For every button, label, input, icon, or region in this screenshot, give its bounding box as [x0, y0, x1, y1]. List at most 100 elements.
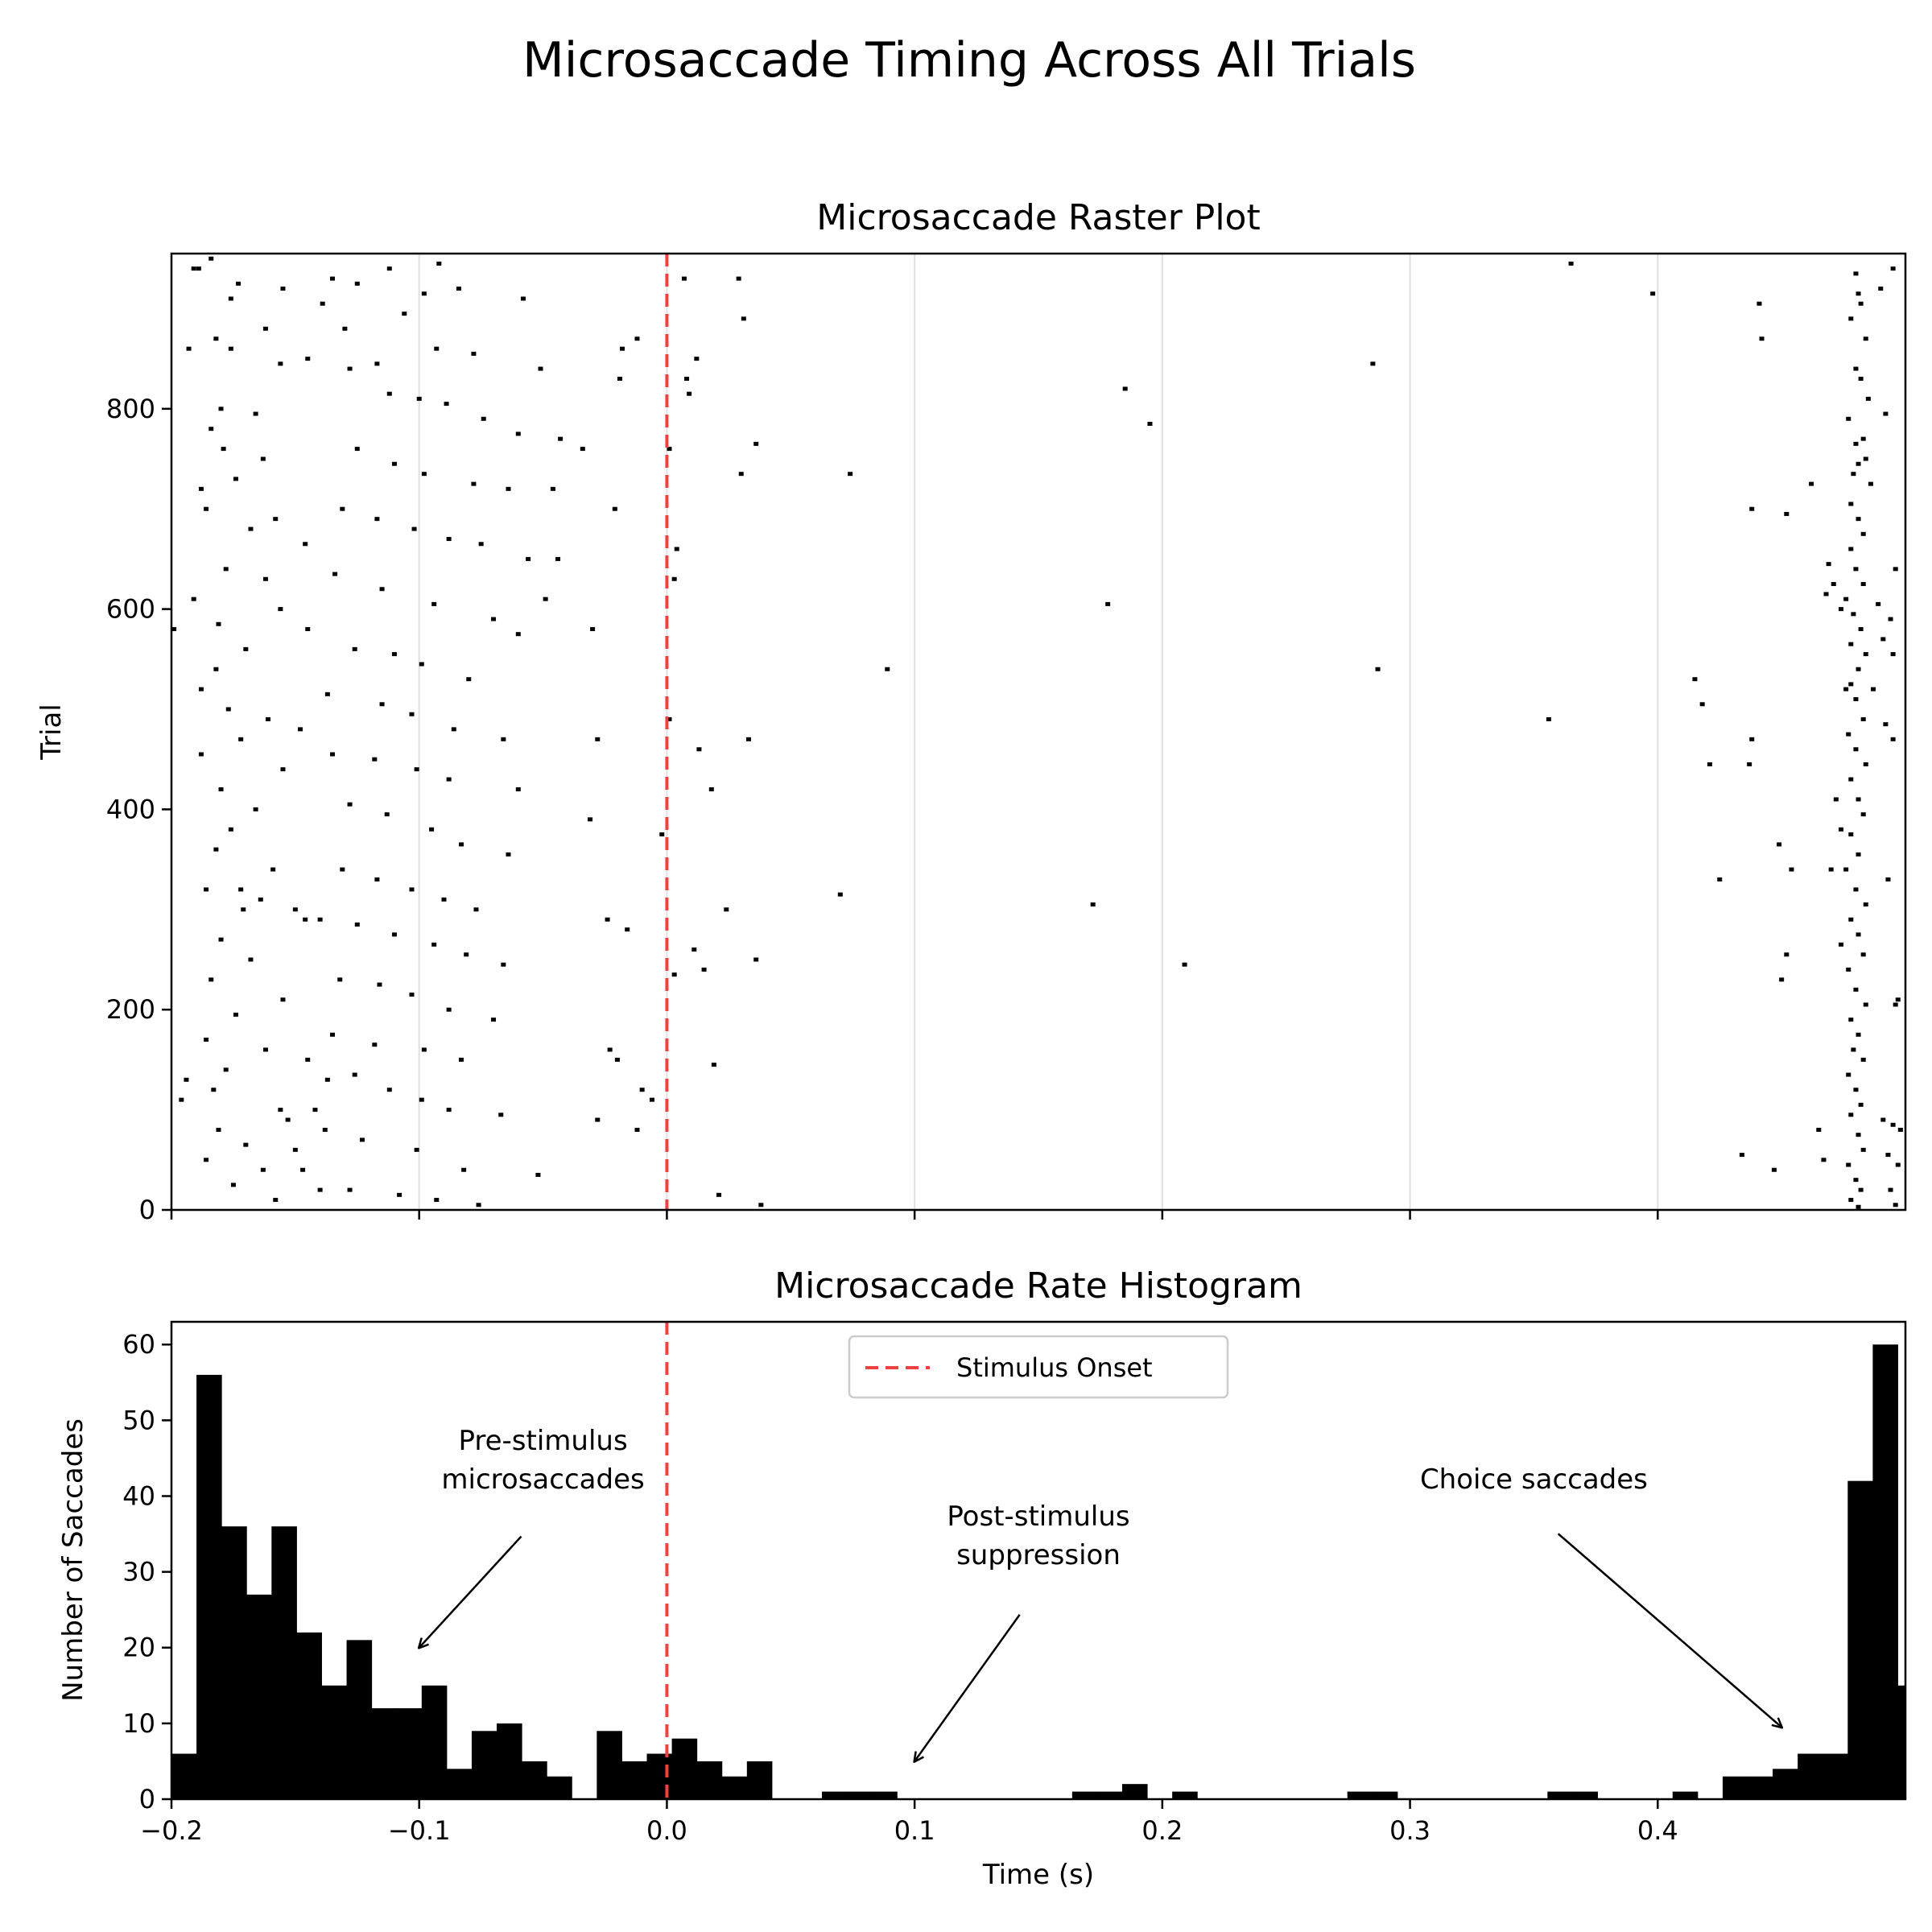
histogram-bar	[446, 1769, 473, 1799]
raster-point	[1885, 1153, 1891, 1158]
raster-point	[223, 1067, 229, 1072]
raster-point	[1853, 1088, 1859, 1092]
raster-point	[1546, 716, 1551, 721]
raster-point	[466, 677, 472, 682]
raster-point	[716, 1192, 722, 1197]
raster-point	[1856, 517, 1861, 522]
raster-point	[694, 357, 700, 361]
raster-point	[1860, 952, 1866, 957]
raster-point	[471, 351, 477, 356]
raster-point	[1853, 271, 1859, 276]
histogram-xlabel: Time (s)	[982, 1859, 1094, 1891]
histogram-annotations: Pre-stimulus microsaccades Post-stimulus su…	[419, 1425, 1781, 1761]
raster-point	[1876, 601, 1881, 606]
raster-point	[1784, 511, 1790, 516]
raster-point	[278, 1108, 283, 1113]
raster-point	[515, 787, 521, 792]
raster-point	[617, 376, 622, 381]
raster-point	[300, 1167, 306, 1172]
histogram-bar	[1847, 1480, 1873, 1799]
legend: Stimulus Onset	[848, 1335, 1229, 1399]
raster-point	[464, 952, 469, 957]
histogram-ytick-label: 30	[122, 1557, 155, 1587]
raster-point	[397, 1192, 402, 1197]
histogram-xtick-label: −0.1	[388, 1815, 451, 1846]
raster-point	[1848, 832, 1854, 837]
raster-point	[228, 296, 233, 301]
raster-point	[213, 336, 219, 341]
raster-ytick-label: 800	[106, 394, 155, 424]
raster-point	[225, 707, 231, 712]
raster-point	[347, 366, 353, 371]
raster-point	[1828, 867, 1834, 872]
histogram-bar	[471, 1731, 497, 1799]
raster-xticks	[170, 1210, 1659, 1220]
raster-point	[204, 506, 209, 511]
raster-point	[330, 276, 336, 281]
raster-point	[434, 346, 440, 351]
raster-point	[1860, 1147, 1866, 1152]
histogram-bar	[671, 1738, 698, 1799]
histogram-xtick-label: 0.0	[646, 1815, 687, 1846]
raster-point	[1853, 747, 1859, 752]
raster-point	[612, 506, 617, 511]
raster-point	[391, 932, 397, 937]
histogram-ylabel: Number of Saccades	[57, 1418, 89, 1702]
histogram-bar	[171, 1753, 197, 1799]
raster-point	[1147, 421, 1153, 426]
raster-point	[461, 1167, 467, 1172]
histogram-bar	[196, 1374, 222, 1799]
raster-point	[1749, 506, 1755, 511]
histogram-ytick-label: 60	[122, 1329, 155, 1360]
raster-point	[419, 662, 424, 667]
raster-point	[1122, 386, 1128, 391]
raster-point	[171, 626, 177, 631]
raster-point	[674, 547, 679, 551]
raster-point	[1897, 1127, 1903, 1132]
raster-point	[456, 287, 461, 291]
raster-point	[1856, 461, 1861, 466]
histogram-bars	[171, 1344, 1906, 1799]
raster-point	[340, 506, 345, 511]
raster-point	[659, 832, 665, 837]
raster-point	[273, 517, 279, 522]
raster-point	[324, 1077, 330, 1082]
raster-point	[285, 1117, 291, 1122]
raster-point	[241, 907, 246, 912]
raster-point	[1826, 562, 1831, 567]
raster-point	[1846, 1072, 1852, 1077]
raster-point	[431, 601, 437, 606]
raster-point	[736, 276, 741, 281]
raster-point	[184, 1077, 189, 1082]
raster-point	[595, 737, 601, 741]
raster-point	[555, 556, 561, 561]
raster-point	[411, 526, 417, 531]
raster-point	[330, 752, 336, 757]
raster-point	[377, 982, 382, 987]
raster-point	[324, 691, 330, 696]
raster-point	[312, 1108, 318, 1113]
histogram-ytick-label: 0	[139, 1784, 155, 1814]
histogram-bar	[321, 1685, 348, 1799]
figure-title: Microsaccade Timing Across All Trials	[522, 32, 1416, 89]
raster-point	[372, 1042, 378, 1047]
raster-point	[248, 957, 254, 962]
raster-point	[1090, 902, 1096, 907]
raster-point	[471, 481, 477, 486]
raster-point	[1858, 301, 1864, 306]
raster-point	[431, 942, 437, 947]
raster-point	[292, 907, 298, 912]
raster-point	[1848, 1113, 1854, 1117]
raster-point	[1863, 902, 1868, 907]
raster-point	[330, 1032, 336, 1037]
raster-ytick-label: 200	[106, 994, 155, 1025]
histogram-bar	[696, 1761, 723, 1799]
raster-point	[515, 632, 521, 637]
raster-point	[1860, 582, 1866, 587]
raster-point	[634, 336, 640, 341]
raster-point	[340, 867, 345, 872]
raster-point	[354, 447, 360, 452]
raster-point	[1843, 687, 1849, 691]
raster-point	[1895, 1162, 1901, 1167]
